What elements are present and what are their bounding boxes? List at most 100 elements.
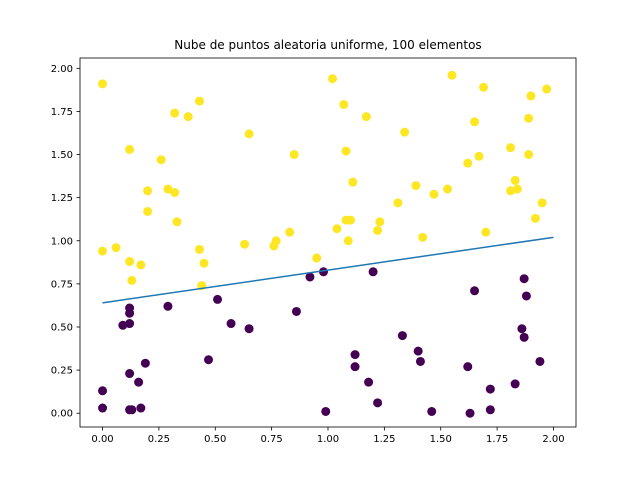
y-tick-label: 2.00 bbox=[51, 64, 73, 75]
data-point-above bbox=[474, 151, 484, 161]
y-tick-label: 0.50 bbox=[51, 322, 73, 333]
data-point-above bbox=[271, 236, 281, 246]
data-point-below bbox=[470, 286, 480, 296]
data-point-above bbox=[289, 150, 299, 160]
y-tick-label: 1.75 bbox=[51, 107, 73, 118]
data-point-below bbox=[98, 386, 108, 396]
data-point-below bbox=[413, 346, 423, 356]
data-point-above bbox=[98, 79, 108, 89]
data-point-below bbox=[140, 358, 150, 368]
data-point-above bbox=[510, 175, 520, 185]
data-point-above bbox=[526, 91, 536, 101]
data-point-above bbox=[98, 246, 108, 256]
data-point-above bbox=[332, 224, 342, 234]
data-point-below bbox=[485, 405, 495, 415]
data-point-above bbox=[199, 258, 209, 268]
data-point-below bbox=[517, 324, 527, 334]
data-point-above bbox=[429, 189, 439, 199]
data-point-above bbox=[240, 239, 250, 249]
data-point-above bbox=[341, 146, 351, 156]
x-tick-label: 0.50 bbox=[204, 434, 226, 445]
data-point-above bbox=[194, 244, 204, 254]
data-point-above bbox=[447, 70, 457, 80]
data-point-above bbox=[512, 184, 522, 194]
data-point-above bbox=[361, 112, 371, 122]
data-point-above bbox=[400, 127, 410, 137]
data-point-above bbox=[170, 188, 180, 197]
data-point-above bbox=[156, 155, 166, 165]
data-point-below bbox=[134, 377, 144, 387]
x-tick-label: 0.75 bbox=[261, 434, 283, 445]
data-point-below bbox=[373, 398, 383, 408]
x-tick-label: 2.00 bbox=[542, 434, 564, 445]
data-point-above bbox=[506, 143, 516, 153]
data-point-below bbox=[535, 356, 545, 366]
data-point-below bbox=[465, 408, 475, 418]
data-point-below bbox=[463, 362, 473, 372]
x-tick-label: 1.00 bbox=[317, 434, 339, 445]
data-point-above bbox=[393, 198, 403, 208]
y-tick-label: 0.75 bbox=[51, 279, 73, 290]
data-point-above bbox=[524, 113, 534, 123]
x-tick-label: 0.00 bbox=[91, 434, 113, 445]
data-point-below bbox=[163, 301, 173, 311]
data-point-above bbox=[348, 177, 358, 187]
data-point-above bbox=[343, 236, 353, 246]
data-point-below bbox=[368, 267, 378, 277]
data-point-below bbox=[204, 355, 214, 365]
data-point-above bbox=[125, 256, 135, 266]
data-point-above bbox=[418, 232, 428, 242]
data-point-above bbox=[127, 275, 137, 285]
data-point-below bbox=[350, 362, 360, 372]
data-point-above bbox=[244, 129, 254, 139]
data-point-above bbox=[411, 181, 421, 191]
axes-layer: 0.00 0.25 0.50 0.75 1.00 1.25 1.50 1.75 2.00 0.00… bbox=[51, 57, 577, 445]
fit-line bbox=[102, 236, 554, 304]
data-point-below bbox=[244, 324, 254, 334]
y-tick-label: 1.25 bbox=[51, 193, 73, 204]
data-point-above bbox=[170, 108, 180, 118]
x-tick-label: 1.25 bbox=[373, 434, 395, 445]
data-point-above bbox=[136, 260, 146, 270]
data-point-below bbox=[98, 403, 108, 413]
data-point-below bbox=[125, 308, 135, 318]
data-point-below bbox=[350, 350, 360, 360]
data-point-above bbox=[163, 184, 173, 194]
data-point-below bbox=[364, 377, 374, 387]
y-tick-label: 1.50 bbox=[51, 150, 73, 161]
data-point-below bbox=[485, 384, 495, 394]
data-point-above bbox=[530, 213, 540, 223]
data-point-below bbox=[127, 405, 137, 415]
data-point-above bbox=[537, 198, 547, 208]
data-point-above bbox=[285, 227, 295, 237]
data-point-above bbox=[481, 227, 491, 237]
data-point-above bbox=[463, 158, 473, 168]
data-point-below bbox=[427, 406, 437, 416]
data-point-above bbox=[375, 217, 385, 227]
y-tick-label: 1.00 bbox=[51, 236, 73, 247]
data-point-below bbox=[136, 403, 146, 413]
data-point-below bbox=[415, 356, 425, 366]
data-point-below bbox=[226, 319, 236, 329]
data-point-above bbox=[183, 112, 193, 122]
data-point-above bbox=[111, 243, 121, 253]
data-point-below bbox=[125, 369, 135, 379]
data-point-above bbox=[143, 206, 153, 216]
data-point-above bbox=[542, 84, 552, 94]
x-tick-label: 1.50 bbox=[430, 434, 452, 445]
data-point-below bbox=[213, 294, 223, 304]
data-point-below bbox=[321, 406, 331, 416]
data-point-above bbox=[346, 215, 356, 225]
data-point-below bbox=[118, 320, 128, 330]
data-point-below bbox=[510, 379, 520, 389]
data-point-above bbox=[125, 144, 135, 154]
data-point-above bbox=[442, 184, 452, 194]
data-point-above bbox=[312, 253, 322, 263]
y-tick-label: 0.00 bbox=[51, 409, 73, 420]
data-point-above bbox=[339, 100, 349, 110]
fit-line-layer bbox=[102, 236, 554, 304]
x-tick-label: 1.75 bbox=[486, 434, 508, 445]
data-point-above bbox=[172, 217, 182, 227]
data-point-below bbox=[318, 267, 328, 277]
